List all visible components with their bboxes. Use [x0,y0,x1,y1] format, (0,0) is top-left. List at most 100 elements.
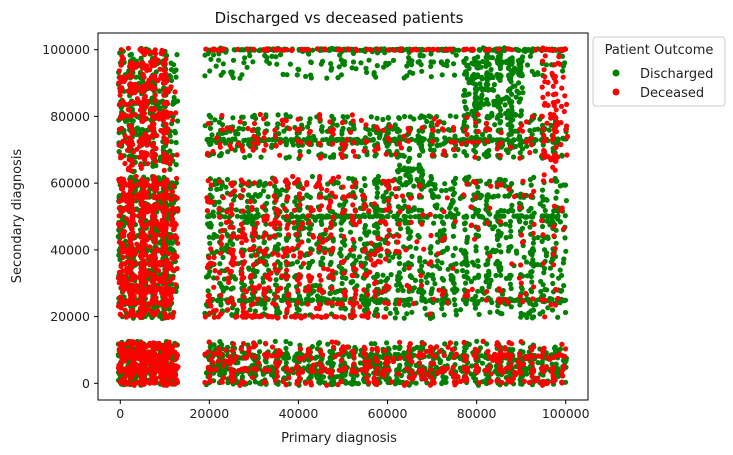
discharged-point [411,346,417,352]
discharged-point [247,380,253,386]
discharged-point [471,147,477,153]
discharged-point [422,305,428,311]
discharged-point [463,254,469,260]
discharged-point [412,277,418,283]
discharged-point [542,208,548,214]
discharged-point [519,286,525,292]
discharged-point [553,240,559,246]
discharged-point [553,195,559,201]
discharged-point [254,207,260,213]
discharged-point [531,210,537,216]
discharged-point [530,240,537,246]
discharged-point [230,57,237,63]
discharged-point [506,132,512,138]
discharged-point [249,279,255,285]
discharged-point [462,87,468,93]
discharged-point [461,59,467,66]
discharged-point [528,205,534,211]
discharged-point [462,227,468,233]
discharged-point [488,66,494,73]
discharged-point [450,276,456,283]
discharged-point [374,115,380,121]
discharged-point [228,286,234,292]
discharged-point [459,261,465,267]
discharged-point [239,374,245,380]
discharged-point [283,338,289,345]
discharged-point [308,72,314,78]
discharged-point [450,186,456,192]
discharged-point [174,98,181,104]
discharged-point [275,308,281,314]
discharged-point [392,315,398,321]
discharged-point [453,308,459,314]
discharged-point [450,192,456,198]
discharged-point [255,131,262,137]
discharged-point [206,234,212,240]
discharged-point [560,68,566,74]
discharged-point [338,227,344,233]
discharged-point [394,376,400,382]
discharged-point [409,253,415,259]
discharged-point [156,313,163,319]
discharged-point [156,106,162,112]
discharged-point [329,363,335,369]
discharged-point [390,57,397,64]
discharged-point [207,240,213,246]
discharged-point [325,341,331,347]
discharged-point [535,234,541,241]
discharged-point [343,380,349,386]
discharged-point [484,193,490,199]
discharged-point [538,278,544,285]
discharged-point [275,121,281,127]
discharged-point [441,221,447,227]
discharged-point [320,255,326,261]
discharged-point [561,256,567,262]
discharged-point [496,242,502,248]
discharged-point [447,113,453,119]
discharged-point [168,67,175,73]
discharged-point [408,57,414,63]
discharged-point [524,371,530,377]
discharged-point [407,114,413,120]
discharged-point [265,121,271,127]
discharged-point [505,122,511,128]
discharged-point [235,360,241,366]
discharged-point [546,127,552,133]
discharged-point [374,194,380,200]
discharged-point [549,272,555,279]
discharged-point [439,275,445,282]
discharged-point [529,315,536,321]
discharged-point [434,143,440,149]
discharged-point [562,309,569,316]
discharged-point [435,194,442,200]
discharged-point [431,182,437,188]
discharged-point [355,381,361,387]
discharged-point [258,154,264,160]
discharged-point [377,253,383,259]
discharged-point [453,340,459,347]
discharged-point [353,257,359,263]
discharged-point [535,360,541,366]
discharged-point [306,260,312,266]
discharged-point [211,231,217,238]
discharged-point [314,293,321,299]
discharged-point [383,278,389,284]
discharged-point [384,340,390,346]
discharged-point [269,372,275,378]
discharged-point [523,220,529,226]
discharged-point [479,360,486,366]
discharged-point [366,57,372,63]
discharged-point [374,63,380,69]
discharged-point [487,211,493,217]
discharged-point [216,119,223,125]
discharged-point [208,56,214,62]
discharged-point [479,285,485,291]
discharged-point [306,149,312,155]
discharged-point [348,279,354,285]
discharged-point [545,234,551,240]
discharged-point [411,207,417,213]
discharged-point [132,154,138,160]
discharged-point [413,245,419,251]
discharged-point [429,288,435,294]
discharged-point [508,285,514,292]
